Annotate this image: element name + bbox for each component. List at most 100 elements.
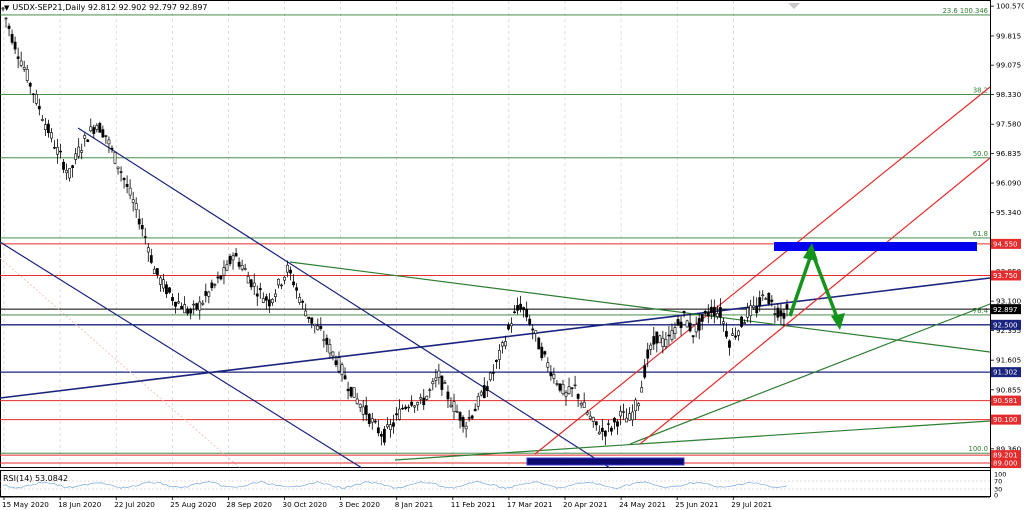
candle-body [95,125,99,130]
candle-body [228,255,232,265]
candle-body [110,147,114,150]
candle-body [159,277,162,285]
price-tick-label: 90.855 [996,385,1021,394]
candle-body [467,417,471,419]
candle-body [670,330,674,340]
candle-body [334,360,338,366]
candle-body [667,334,671,337]
candle-body [464,425,468,430]
candle-body [137,218,141,225]
candle-body [646,349,650,359]
candle-body [625,417,628,423]
candle-body [395,413,398,416]
candle-body [104,135,108,137]
candle-body [479,391,483,396]
candle-body [222,267,226,276]
candle-body [431,381,435,385]
candle-body [631,411,635,421]
time-axis-label: 25 Jun 2021 [675,500,718,509]
price-tick-label: 97.580 [996,120,1022,129]
candle-body [634,399,638,412]
candle-body [558,383,562,391]
symbol-line: USDX-SEP21,Daily 92.812 92.902 92.797 92… [12,3,208,12]
candle-body [101,129,105,138]
candle-body [168,287,171,293]
candle-body [198,301,202,311]
candle-body [413,405,417,408]
candle-body [37,105,41,110]
dropdown-triangle-icon[interactable]: ▼ [4,3,10,12]
candle-body [516,305,519,311]
price-badge [991,395,1021,406]
candle-body [437,370,441,378]
candle-body [673,327,677,334]
candle-body [452,401,456,413]
candle-body [283,276,286,281]
candle-body [71,165,75,168]
candle-body [461,416,465,427]
candle-body [310,317,314,324]
candle-body [555,383,559,385]
price-badge [991,450,1021,461]
candle-body [62,161,65,170]
candle-body [74,153,78,160]
candle-body [162,279,165,289]
candle-body [767,292,771,304]
candle-body [637,403,641,407]
candle-body [343,375,347,380]
candle-body [782,312,786,319]
candle-body [610,427,613,432]
candle-body [507,324,510,330]
candle-body [476,396,480,407]
candle-body [425,395,429,400]
candle-body [201,302,205,305]
projection-arrows [788,243,845,330]
candle-body [440,375,444,390]
candle-body [697,318,701,331]
price-badges: 94.550 93.750 92.897 92.500 91.302 90.581 90.1… [991,238,1021,469]
candle-body [528,318,532,325]
main-pane-frame [0,0,991,468]
chart-shift-marker[interactable] [788,3,800,9]
candle-body [540,346,544,359]
candle-body [458,412,462,421]
time-axis-label: 20 Apr 2021 [563,500,607,509]
candle-body [734,335,737,338]
fib-level-label: 50.0 [973,150,988,158]
candle-body [564,392,568,397]
candle-body [16,56,20,59]
candle-body [709,306,713,313]
candle-body [785,304,789,310]
candle-body [549,372,553,377]
candle-body [688,322,692,332]
rsi-pane [0,480,990,490]
candle-body [50,132,53,139]
candle-body [494,359,498,362]
fib-level-label: 100.0 [969,445,988,453]
price-badge-label: 92.897 [993,306,1018,314]
candle-body [267,299,271,307]
candle-body [246,276,250,284]
candle-body [22,67,26,70]
candle-body [731,333,734,336]
time-axis-label: 25 Aug 2020 [170,500,216,509]
candle-body [510,323,513,327]
rsi-label: RSI(14) 53.0842 [3,474,69,483]
candle-body [725,331,728,337]
fib-level-label: 38.2 [973,87,988,95]
candle-body [358,403,362,408]
candlestick-series [1,6,789,446]
candle-body [746,307,750,318]
candle-body [773,313,777,315]
candle-body [352,387,356,398]
candle-body [43,124,47,130]
candle-body [504,341,507,347]
candle-body [597,431,601,435]
candle-body [364,405,368,415]
red-channel-lower [639,157,991,445]
candle-body [298,296,302,303]
red-channel-upper [534,86,991,455]
price-badge [991,414,1021,425]
